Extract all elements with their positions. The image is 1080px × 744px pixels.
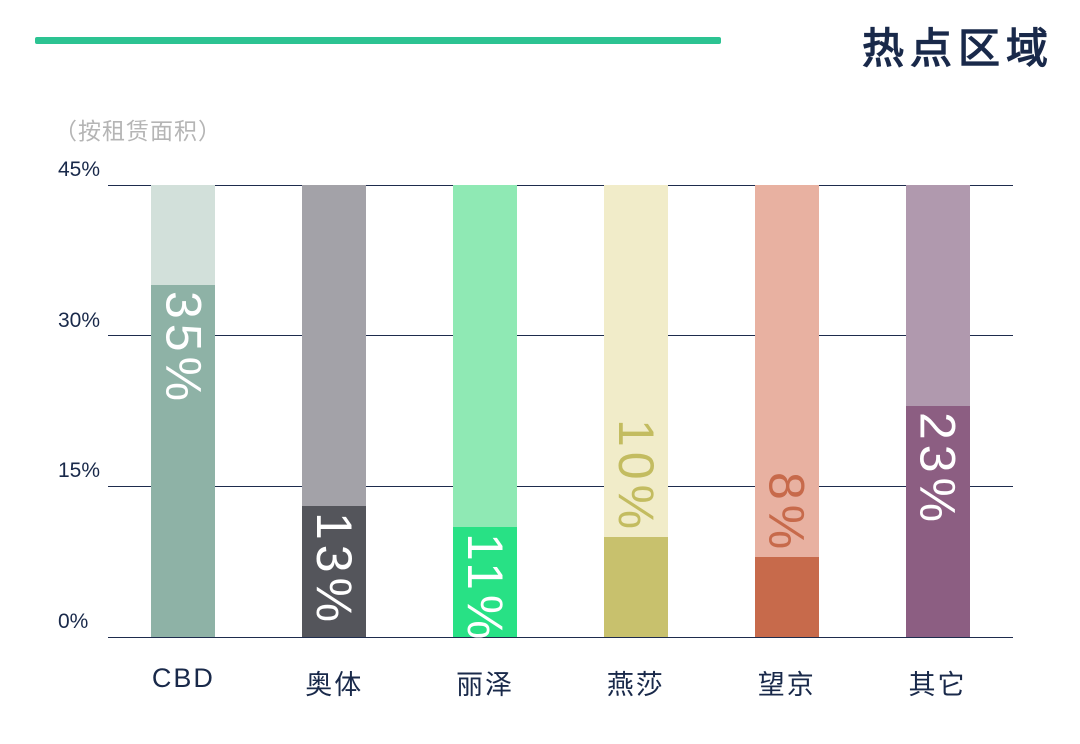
gridline-0% bbox=[108, 636, 1013, 638]
bar-fill bbox=[754, 556, 819, 637]
bar-value-label: 11% bbox=[457, 532, 514, 644]
gridline-15% bbox=[108, 485, 1013, 487]
bar-track: 13% bbox=[302, 185, 367, 637]
bar-fill bbox=[905, 405, 970, 637]
bar-track: 10% bbox=[603, 185, 668, 637]
bar-column: 23% bbox=[862, 185, 1013, 637]
y-axis-tick-label: 15% bbox=[58, 459, 101, 483]
category-label: CBD bbox=[151, 663, 215, 693]
bar-chart: 0% 15% 30% 45% 35% 13% 11% 10% 8% 23% CBD 奥体 丽泽 燕莎 望京… bbox=[58, 158, 1013, 702]
y-axis-tick-label: 0% bbox=[58, 610, 89, 633]
bar-track: 8% bbox=[754, 185, 819, 637]
category-label: 其它 bbox=[908, 670, 967, 700]
bar-value-label: 35% bbox=[155, 291, 212, 407]
bar-value-label: 23% bbox=[909, 411, 966, 528]
chart-subtitle: （按租赁面积） bbox=[54, 118, 222, 144]
bar-column: 10% bbox=[560, 185, 711, 637]
bar-track: 35% bbox=[151, 185, 216, 637]
bar-column: 11% bbox=[410, 185, 561, 644]
bar-value-label: 8% bbox=[758, 472, 815, 555]
y-axis-tick-label: 30% bbox=[58, 308, 101, 332]
bar-fill bbox=[453, 526, 518, 637]
category-label: 燕莎 bbox=[606, 670, 665, 700]
y-axis-tick-label: 45% bbox=[58, 158, 101, 181]
category-label: 丽泽 bbox=[456, 670, 515, 700]
category-axis: CBD 奥体 丽泽 燕莎 望京 其它 bbox=[108, 663, 1013, 702]
page-title: 热点区域 bbox=[861, 25, 1054, 72]
bar-column: 13% bbox=[259, 185, 410, 637]
bar-fill bbox=[151, 285, 216, 637]
gridline-30% bbox=[108, 335, 1013, 337]
bars-container: 35% 13% 11% 10% 8% 23% bbox=[108, 185, 1013, 644]
bar-track: 23% bbox=[905, 185, 970, 637]
bar-track: 11% bbox=[453, 185, 518, 644]
bar-column: 8% bbox=[711, 185, 862, 637]
bar-fill bbox=[603, 536, 668, 637]
category-label: 奥体 bbox=[305, 670, 364, 700]
accent-underline bbox=[35, 37, 721, 44]
gridline-45% bbox=[108, 184, 1013, 186]
bar-value-label: 10% bbox=[607, 419, 664, 535]
plot-area: 0% 15% 30% 45% 35% 13% 11% 10% 8% 23% bbox=[58, 158, 1013, 644]
bar-column: 35% bbox=[108, 185, 259, 637]
category-label: 望京 bbox=[757, 670, 816, 700]
bar-value-label: 13% bbox=[306, 512, 363, 628]
bar-fill bbox=[302, 506, 367, 637]
